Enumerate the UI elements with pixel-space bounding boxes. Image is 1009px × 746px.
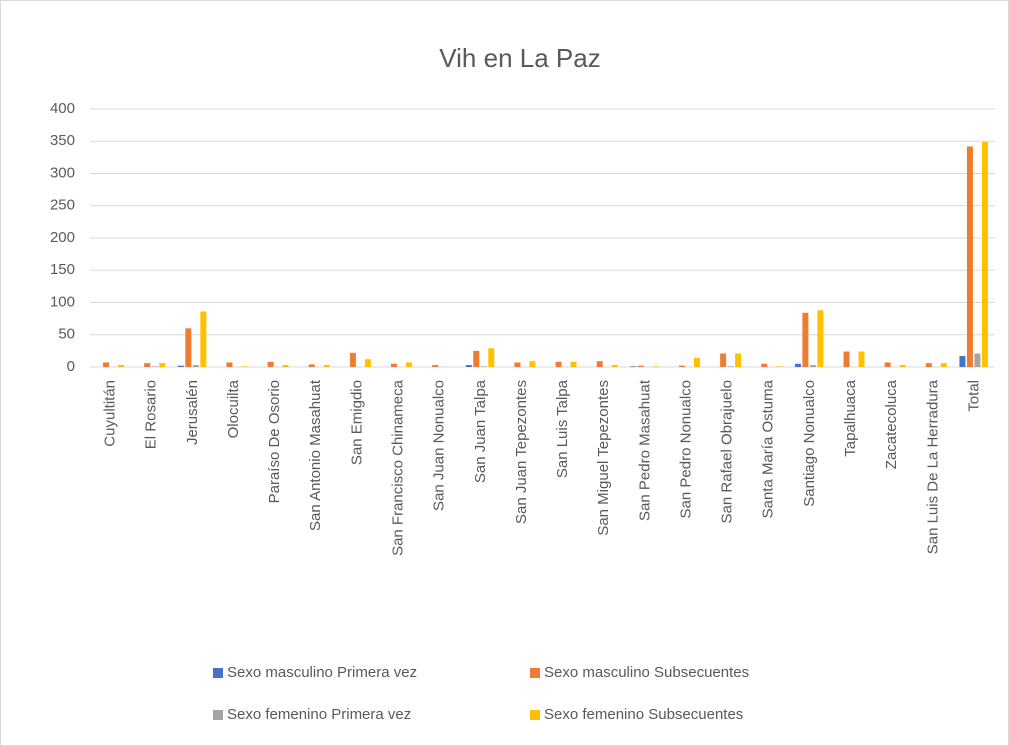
bar <box>570 361 577 367</box>
bar <box>817 310 824 367</box>
bar <box>200 311 207 367</box>
x-tick-label: San Pedro Nonualco <box>677 380 694 518</box>
bar <box>555 361 562 367</box>
bar <box>118 365 125 367</box>
bar <box>282 365 289 367</box>
x-tick-label: San Juan Tepezontes <box>513 380 530 524</box>
x-tick-label: San Juan Talpa <box>472 379 489 483</box>
bar <box>776 366 783 367</box>
bar <box>727 366 734 367</box>
bar <box>241 366 248 367</box>
bar <box>735 353 742 367</box>
bar <box>406 362 413 367</box>
y-tick-label: 400 <box>50 100 75 117</box>
bar <box>185 328 192 367</box>
y-tick-label: 350 <box>50 132 75 149</box>
bar <box>432 365 439 367</box>
chart-title: Vih en La Paz <box>439 43 600 73</box>
bar <box>144 363 151 367</box>
bar <box>323 365 330 367</box>
x-tick-label: Paraíso De Osorio <box>266 380 283 503</box>
bar <box>940 363 947 367</box>
bar <box>809 365 816 367</box>
bar <box>611 365 618 367</box>
x-tick-label: San Emigdio <box>348 380 365 465</box>
x-tick-label: San Francisco Chinameca <box>389 379 406 556</box>
bar <box>514 362 521 367</box>
bar <box>652 366 659 367</box>
x-tick-label: San Pedro Masahuat <box>636 379 653 521</box>
legend-swatch <box>530 668 540 678</box>
bar <box>151 366 158 367</box>
y-tick-label: 150 <box>50 261 75 278</box>
bar <box>630 366 637 367</box>
legend-swatch <box>213 710 223 720</box>
x-tick-label: Tapalhuaca <box>842 379 859 456</box>
bar <box>720 353 727 367</box>
bar <box>981 141 988 367</box>
legend-label: Sexo masculino Primera vez <box>227 664 417 681</box>
bar <box>308 364 315 367</box>
bar <box>637 365 644 367</box>
y-tick-label: 200 <box>50 229 75 246</box>
bar <box>488 348 495 367</box>
bar <box>966 146 973 367</box>
bar <box>192 365 199 367</box>
x-tick-label: San Rafael Obrajuelo <box>719 380 736 523</box>
y-tick-label: 300 <box>50 164 75 181</box>
legend-label: Sexo masculino Subsecuentes <box>544 664 749 681</box>
bar <box>858 351 865 367</box>
bar <box>596 361 603 367</box>
bar <box>761 363 768 367</box>
bar <box>678 365 685 367</box>
bar <box>177 365 184 367</box>
y-tick-label: 50 <box>58 326 75 343</box>
bar <box>884 362 891 367</box>
bar <box>473 350 480 367</box>
legend-label: Sexo femenino Primera vez <box>227 706 411 723</box>
x-tick-label: San Luis De La Herradura <box>924 379 941 554</box>
bar <box>802 312 809 367</box>
bar <box>959 356 966 367</box>
y-tick-label: 250 <box>50 197 75 214</box>
bar <box>465 365 472 367</box>
x-tick-label: San Luis Talpa <box>554 379 571 478</box>
bar <box>159 363 166 367</box>
bar <box>267 361 274 367</box>
x-tick-label: El Rosario <box>143 380 160 449</box>
x-tick-label: Olocuilta <box>225 379 242 438</box>
x-tick-label: Santa María Ostuma <box>760 379 777 518</box>
x-tick-label: Cuyultitán <box>102 380 119 447</box>
bar <box>226 362 233 367</box>
bar <box>843 351 850 367</box>
x-tick-label: San Miguel Tepezontes <box>595 380 612 536</box>
bar <box>103 362 110 367</box>
legend-swatch <box>530 710 540 720</box>
y-tick-label: 0 <box>67 358 75 375</box>
bar <box>899 365 906 367</box>
bar <box>974 353 981 367</box>
x-tick-label: Total <box>965 380 982 412</box>
x-tick-label: Zacatecoluca <box>883 379 900 469</box>
x-tick-label: San Antonio Masahuat <box>307 379 324 531</box>
bar <box>529 361 536 367</box>
x-tick-label: San Juan Nonualco <box>431 380 448 511</box>
bar <box>349 352 356 367</box>
y-tick-label: 100 <box>50 293 75 310</box>
bar <box>693 357 700 367</box>
bar <box>480 366 487 367</box>
bar <box>794 363 801 367</box>
legend-label: Sexo femenino Subsecuentes <box>544 706 743 723</box>
legend-swatch <box>213 668 223 678</box>
bar <box>391 363 398 367</box>
bar <box>364 359 371 367</box>
bar <box>925 363 932 367</box>
x-tick-label: Santiago Nonualco <box>801 380 818 507</box>
x-tick-label: Jerusalén <box>184 380 201 445</box>
